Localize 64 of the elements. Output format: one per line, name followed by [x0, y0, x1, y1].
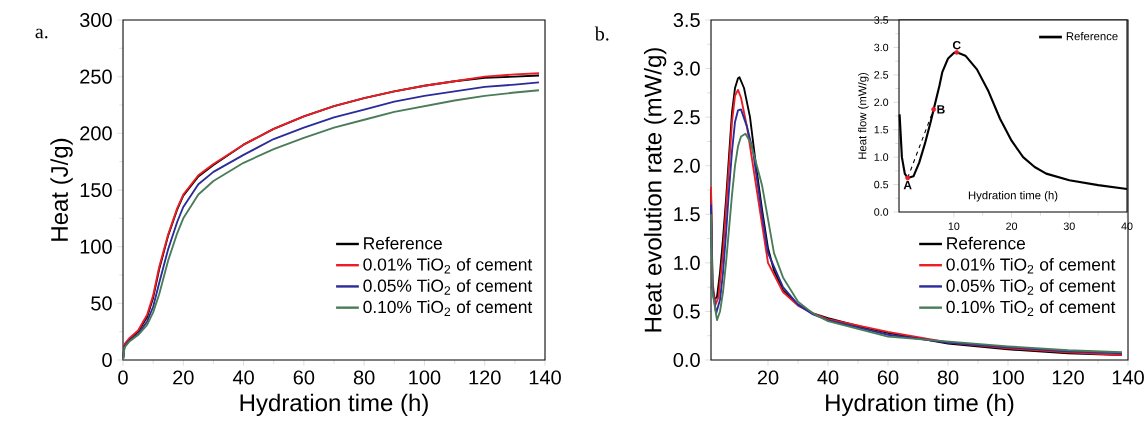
- x-tick-label: 20: [173, 370, 194, 385]
- legend-label: 0.01% TiO$_{2}$ of cement: [946, 257, 1116, 274]
- legend-label: Reference: [1066, 31, 1118, 41]
- y-tick-label: 0.5: [874, 180, 889, 189]
- y-tick-label: 200: [80, 126, 112, 141]
- y-tick-label: 2.5: [673, 110, 700, 125]
- x-axis-title: Hydration time (h): [968, 190, 1058, 202]
- point: [931, 107, 937, 112]
- y-tick-label: 0.0: [874, 208, 889, 216]
- x-tick-label: 40: [232, 370, 254, 385]
- x-tick-label: 80: [937, 370, 959, 385]
- x-tick-label: 0: [118, 370, 128, 385]
- text: a.: [35, 28, 48, 39]
- x-tick-label: 100: [992, 370, 1024, 385]
- y-axis-title: Heat evolution rate (mW/g): [643, 48, 667, 332]
- y-tick-label: 3.0: [673, 61, 700, 76]
- annotation: B: [937, 105, 945, 114]
- legend-label: 0.10% TiO$_{2}$ of cement: [946, 300, 1116, 316]
- y-tick-label: 3.0: [874, 43, 889, 52]
- y-tick-label: 1.5: [874, 125, 889, 134]
- y-tick-label: 3.5: [874, 16, 889, 24]
- y-axis-title: Heat (J/g): [50, 138, 73, 241]
- y-tick-label: 0: [102, 352, 112, 368]
- x-tick-label: 10: [948, 222, 960, 230]
- legend-label: 0.10% TiO$_{2}$ of cement: [363, 300, 533, 316]
- y-tick-label: 1.5: [674, 207, 700, 222]
- x-tick-label: 40: [817, 370, 839, 385]
- legend-label: Reference: [947, 236, 1025, 250]
- x-tick-label: 40: [1121, 222, 1133, 230]
- y-tick-label: 0.0: [673, 352, 700, 368]
- y-tick-label: 100: [80, 239, 112, 254]
- legend-label: Reference: [364, 236, 442, 250]
- y-axis-title: Heat flow (mW/g): [858, 72, 869, 159]
- y-tick-label: 1.0: [874, 153, 889, 161]
- legend-label: 0.01% TiO$_{2}$ of cement: [363, 257, 533, 274]
- x-tick-label: 30: [1063, 222, 1075, 230]
- x-axis-title: Hydration time (h): [240, 393, 428, 417]
- x-tick-label: 120: [1052, 370, 1084, 385]
- y-tick-label: 1.0: [674, 255, 700, 270]
- point: [905, 175, 911, 181]
- x-tick-label: 120: [469, 370, 501, 385]
- y-tick-label: 3.5: [673, 12, 700, 28]
- x-axis-title: Hydration time (h): [826, 393, 1014, 417]
- x-tick-label: 60: [293, 370, 315, 385]
- x-tick-label: 80: [353, 370, 375, 385]
- legend-label: 0.05% TiO$_{2}$ of cement: [363, 279, 533, 295]
- x-tick-label: 20: [757, 370, 779, 385]
- x-tick-label: 60: [877, 370, 899, 385]
- x-tick-label: 140: [1112, 370, 1144, 385]
- x-tick-label: 20: [1006, 222, 1018, 230]
- y-tick-label: 300: [79, 12, 112, 28]
- y-tick-label: 150: [80, 182, 112, 198]
- y-tick-label: 2.0: [673, 158, 700, 173]
- y-tick-label: 250: [80, 69, 112, 84]
- text: b.: [594, 26, 609, 41]
- y-tick-label: 2.5: [874, 71, 889, 79]
- y-tick-label: 0.5: [673, 304, 700, 319]
- annotation: C: [952, 40, 961, 50]
- y-tick-label: 2.0: [874, 98, 889, 107]
- y-tick-label: 50: [91, 296, 112, 311]
- x-tick-label: 140: [529, 370, 561, 385]
- legend-label: 0.05% TiO$_{2}$ of cement: [946, 279, 1116, 295]
- annotation: A: [903, 180, 912, 190]
- x-tick-label: 100: [409, 370, 441, 385]
